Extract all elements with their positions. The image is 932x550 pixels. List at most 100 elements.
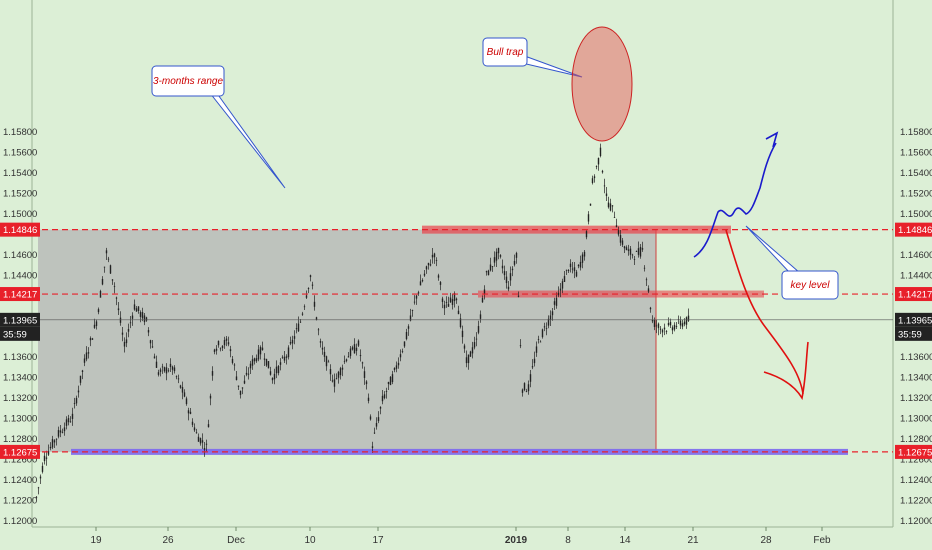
y-tick-right: 1.15000 [900,209,932,220]
candle-body [623,246,626,249]
candle-body [479,314,482,319]
current-price-tag-right-bg [895,312,932,327]
y-tick-left: 1.14600 [3,250,37,261]
key-level-callout-label: key level [791,280,831,291]
candle-body [603,185,606,187]
y-tick-right: 1.12800 [900,434,932,445]
candle-body [273,373,276,380]
candle-body [285,356,288,358]
candle-body [121,332,124,335]
candle-body [275,366,278,374]
candle-body [655,325,658,327]
candle-body [633,259,636,260]
level-tag-left-1-bg [0,287,40,302]
candle-body [605,193,608,197]
candles-layer [35,143,690,500]
candle-body [321,347,324,350]
candle-body [149,340,152,344]
candle-body [61,431,64,433]
candle-body [137,306,140,311]
candle-body [481,297,484,303]
candle-body [393,367,396,370]
candle-body [83,358,86,363]
y-tick-left: 1.15400 [3,168,37,179]
candle-body [413,301,416,303]
y-axis-left: 1.15800 1.15600 1.15400 1.15200 1.15000 1.146… [3,127,37,527]
price-tags-layer: 1.14846 1.14846 1.14217 1.14217 1.12675 1.126… [0,222,932,459]
candle-body [403,341,406,347]
candle-body [337,371,340,378]
candle-body [561,281,564,289]
y-tick-right: 1.15200 [900,188,932,199]
candle-body [87,352,90,354]
y-tick-left: 1.12800 [3,434,37,445]
candle-body [453,293,456,302]
x-tick-label: 8 [565,535,571,546]
candle-body [37,487,40,489]
candle-body [293,336,296,339]
candle-body [59,430,62,433]
x-tick-label: 2019 [505,535,528,546]
candle-body [223,340,226,346]
candle-body [463,345,466,349]
candle-body [475,338,478,340]
candle-body [75,397,78,404]
y-tick-right: 1.14400 [900,270,932,281]
x-tick-label: Feb [813,535,831,546]
candle-body [609,203,612,211]
y-tick-right: 1.12200 [900,496,932,507]
candle-body [665,330,668,332]
y-tick-right: 1.13400 [900,373,932,384]
candle-body [519,345,522,347]
candle-body [365,381,368,385]
candle-body [353,344,356,354]
candle-body [171,366,174,370]
y-tick-right: 1.12400 [900,475,932,486]
candle-body [613,217,616,218]
candle-body [49,446,52,449]
candle-body [55,438,58,440]
candle-body [69,421,72,423]
candle-body [591,178,594,183]
candle-body [179,385,182,388]
candle-body [587,214,590,222]
candle-body [443,304,446,309]
candle-body [97,309,100,313]
support-band [71,448,848,455]
candle-body [563,276,566,282]
candle-body [533,358,536,364]
candle-body [315,317,318,320]
candle-body [541,329,544,338]
candle-body [483,289,486,294]
candle-body [553,301,556,305]
candle-body [191,421,194,425]
candle-body [629,248,632,255]
candle-body [363,371,366,378]
candle-body [673,324,676,330]
candle-body [307,287,310,289]
key-level-callout-box [781,270,839,300]
candle-body [197,436,200,442]
candle-body [65,419,68,426]
candle-body [635,251,638,252]
y-tick-right: 1.14600 [900,250,932,261]
candle-body [521,389,524,393]
candle-body [151,346,154,348]
candle-body [93,324,96,328]
candle-body [449,297,452,303]
candle-body [501,265,504,269]
bull-trap-callout-box [482,37,528,67]
candle-body [405,332,408,340]
candle-body [57,430,60,437]
candle-body [499,255,502,257]
candle-body [239,390,242,395]
candle-body [169,363,172,367]
y-tick-right: 1.12000 [900,516,932,527]
y-tick-left: 1.13200 [3,393,37,404]
candle-body [647,288,650,292]
y-tick-left: 1.13600 [3,352,37,363]
candle-body [89,338,92,341]
level-tag-left-0-bg [0,222,40,237]
level-tag-right-0-label: 1.14846 [898,225,932,236]
candle-body [473,342,476,348]
